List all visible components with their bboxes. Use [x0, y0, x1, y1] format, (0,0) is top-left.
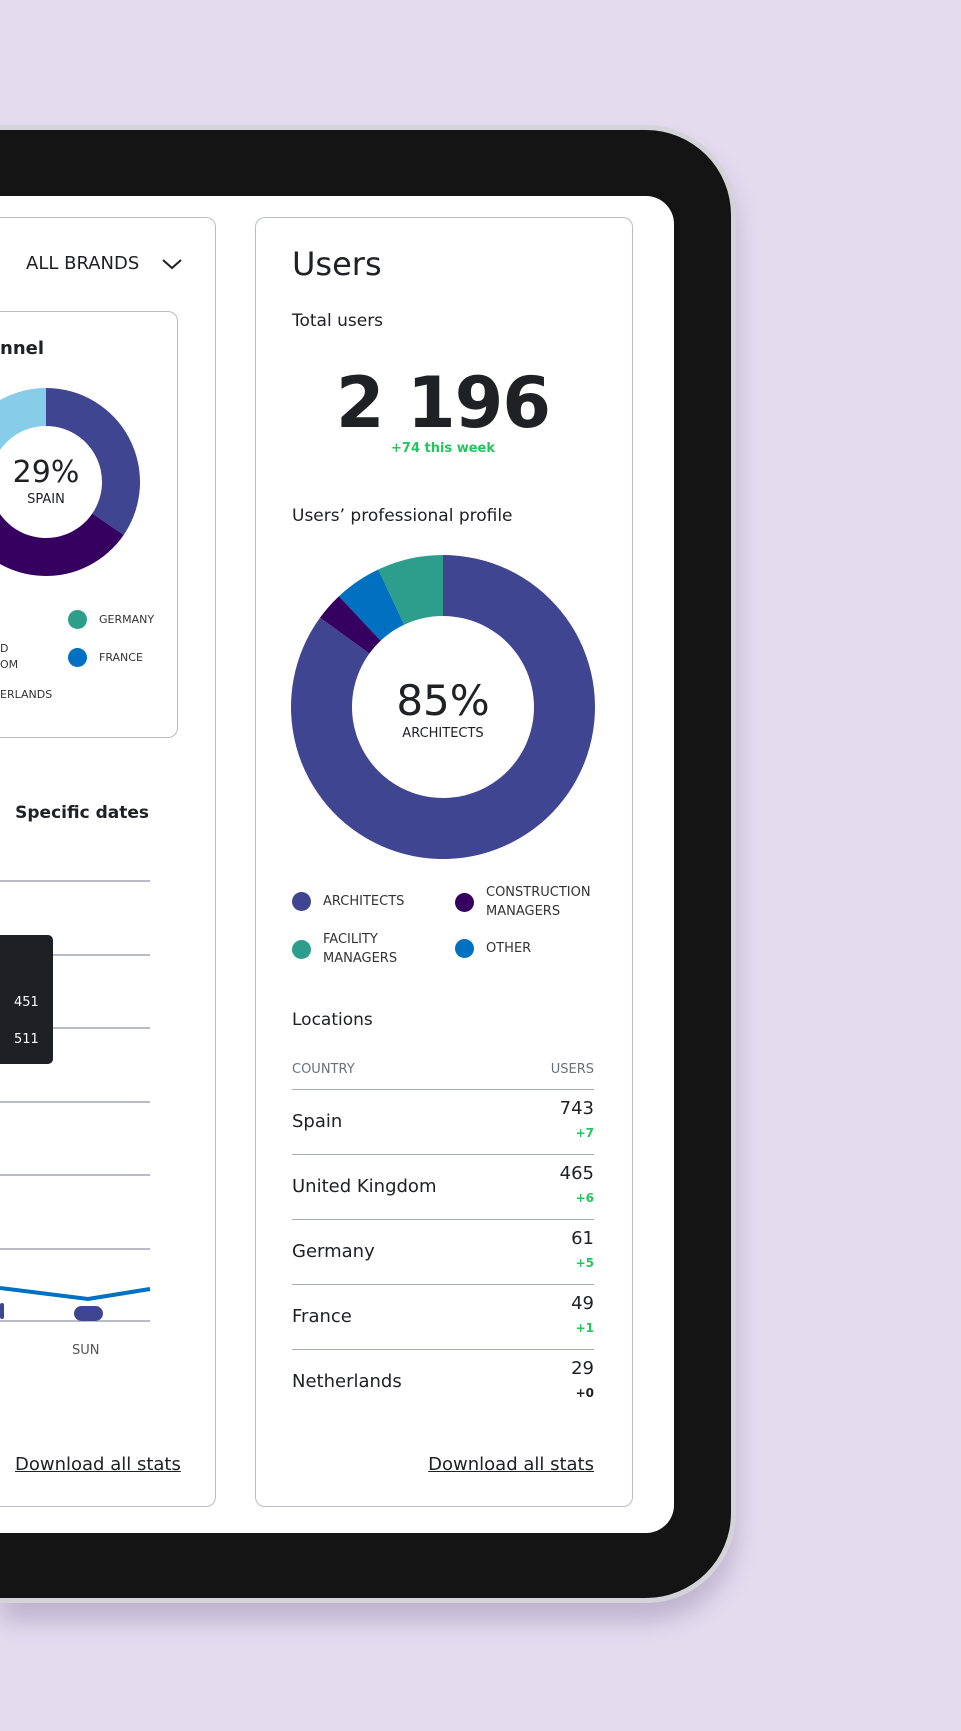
- country-name: Germany: [292, 1241, 375, 1262]
- user-count: 29: [571, 1358, 594, 1379]
- legend-united-kingdom: D: [0, 642, 9, 655]
- table-row: Spain 743 +7: [292, 1090, 594, 1155]
- gridline: [0, 1101, 150, 1103]
- tooltip-value-1: 451: [14, 995, 39, 1010]
- user-change: +5: [575, 1256, 594, 1270]
- bar-mark-sun: [74, 1306, 103, 1321]
- legend-architects: ARCHITECTS: [292, 892, 404, 911]
- slice-spain[interactable]: [46, 388, 140, 535]
- legend-netherlands: ERLANDS: [0, 688, 53, 701]
- country-name: Spain: [292, 1111, 343, 1132]
- slice-netherlands[interactable]: [0, 388, 46, 465]
- slice-construction-managers[interactable]: [320, 596, 381, 654]
- slice-united-kingdom[interactable]: [0, 510, 124, 576]
- gridline: [0, 880, 150, 882]
- col-country: COUNTRY: [292, 1062, 355, 1077]
- user-change: +7: [575, 1126, 594, 1140]
- user-change: +0: [575, 1386, 594, 1400]
- channel-title: nnel: [0, 338, 45, 359]
- col-users: USERS: [550, 1062, 594, 1077]
- slice-facility-managers[interactable]: [378, 555, 443, 625]
- profile-center-label: ARCHITECTS: [402, 726, 484, 741]
- total-users-value: 2 196: [335, 362, 551, 444]
- table-row: Germany 61 +5: [292, 1220, 594, 1285]
- profile-donut-chart: [291, 555, 595, 859]
- country-name: Netherlands: [292, 1371, 402, 1392]
- bar-mark: [0, 1303, 4, 1319]
- gridline: [0, 1320, 150, 1322]
- chevron-down-icon: [162, 258, 182, 269]
- table-row: France 49 +1: [292, 1285, 594, 1350]
- legend-united-kingdom-line2: OM: [0, 658, 19, 671]
- user-count: 465: [559, 1163, 594, 1184]
- user-count: 49: [571, 1293, 594, 1314]
- other-dot-icon: [455, 939, 474, 958]
- user-count: 743: [559, 1098, 594, 1119]
- legend-facility-managers: FACILITY MANAGERS: [292, 930, 413, 968]
- brand-select[interactable]: ALL BRANDS: [26, 253, 183, 274]
- gridline: [0, 1027, 150, 1029]
- locations-header: COUNTRY USERS: [292, 1060, 594, 1090]
- chart-tooltip: [0, 935, 53, 1064]
- download-all-stats[interactable]: Download all stats: [428, 1454, 594, 1475]
- legend-france: FRANCE: [68, 648, 143, 667]
- table-row: Netherlands 29 +0: [292, 1350, 594, 1415]
- profile-center-value: 85%: [396, 676, 490, 725]
- user-count: 61: [571, 1228, 594, 1249]
- locations-title: Locations: [292, 1010, 373, 1030]
- users-card: [255, 217, 633, 1507]
- tooltip-value-2: 511: [14, 1032, 39, 1047]
- channel-center-label: SPAIN: [27, 492, 65, 507]
- brand-select-label: ALL BRANDS: [26, 253, 140, 274]
- user-change: +1: [575, 1321, 594, 1335]
- line-series: [0, 1286, 151, 1321]
- legend-other: OTHER: [455, 939, 531, 958]
- channel-center-value: 29%: [12, 455, 80, 490]
- users-title: Users: [292, 245, 382, 283]
- line-series-path: [0, 1286, 151, 1302]
- x-tick-sun: SUN: [72, 1343, 100, 1358]
- user-change: +6: [575, 1191, 594, 1205]
- channel-donut-chart: [0, 388, 140, 576]
- country-name: United Kingdom: [292, 1176, 437, 1197]
- gridline: [0, 1248, 150, 1250]
- download-all-stats-left[interactable]: Download all stats: [15, 1454, 181, 1475]
- total-users-label: Total users: [292, 311, 384, 331]
- construction-dot-icon: [455, 892, 474, 912]
- profile-title: Users’ professional profile: [292, 506, 513, 526]
- architects-dot-icon: [292, 892, 311, 911]
- table-row: United Kingdom 465 +6: [292, 1155, 594, 1220]
- facility-dot-icon: [292, 939, 311, 959]
- france-dot-icon: [68, 648, 87, 667]
- slice-other[interactable]: [338, 569, 405, 641]
- gridline: [0, 954, 150, 956]
- specific-dates-title[interactable]: Specific dates: [15, 803, 149, 823]
- germany-dot-icon: [68, 610, 87, 629]
- legend-germany: GERMANY: [68, 610, 154, 629]
- slice-architects[interactable]: [291, 555, 595, 859]
- weekly-change: +74 this week: [391, 441, 495, 456]
- gridline: [0, 1174, 150, 1176]
- country-name: France: [292, 1306, 352, 1327]
- legend-construction-managers: CONSTRUCTION MANAGERS: [455, 883, 606, 921]
